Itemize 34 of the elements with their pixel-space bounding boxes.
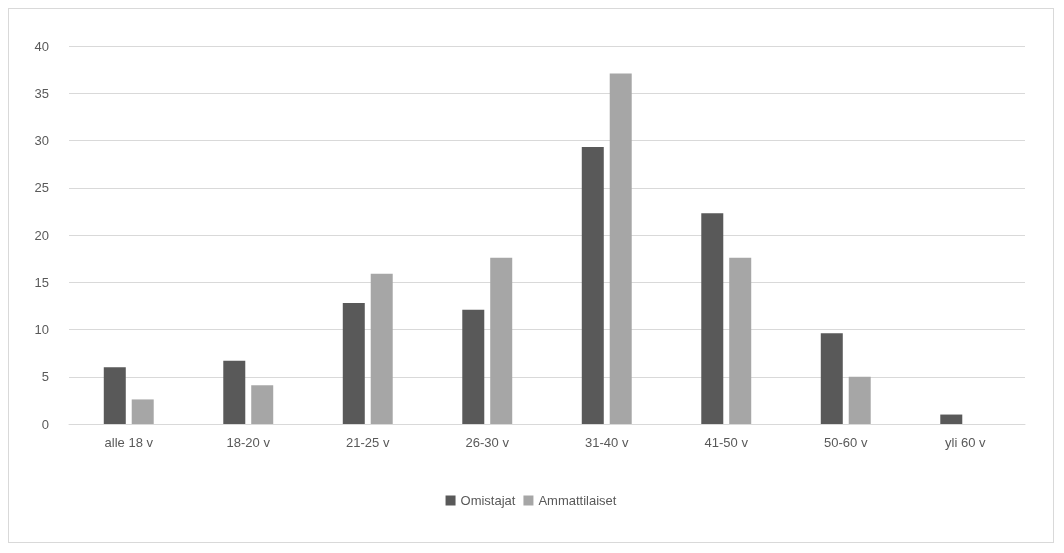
bar	[103, 367, 126, 424]
bar	[940, 414, 963, 424]
legend-label: Ammattilaiset	[538, 493, 617, 508]
y-tick-label: 0	[41, 416, 49, 432]
x-tick-label: 26-30 v	[465, 435, 510, 450]
bar	[251, 385, 274, 424]
y-tick-label: 20	[34, 227, 49, 243]
x-tick-label: 31-40 v	[585, 435, 629, 450]
bar	[342, 303, 365, 424]
y-tick-label: 15	[34, 274, 49, 290]
x-tick-label: 50-60 v	[824, 435, 868, 450]
x-tick-label: 41-50 v	[704, 435, 749, 450]
y-tick-label: 40	[34, 38, 49, 54]
y-tick-label: 25	[34, 180, 49, 196]
y-tick-label: 30	[34, 133, 49, 148]
bar	[370, 273, 393, 424]
bar	[701, 213, 724, 424]
y-tick-label: 5	[41, 369, 49, 385]
y-tick-label: 35	[34, 85, 49, 101]
x-tick-label: yli 60 v	[945, 435, 986, 450]
bar	[581, 147, 604, 424]
bar	[820, 333, 843, 424]
bar	[609, 73, 632, 424]
bar	[462, 309, 485, 424]
x-tick-label: alle 18 v	[104, 435, 154, 450]
x-tick-label: 21-25 v	[346, 435, 390, 450]
bar	[131, 399, 154, 424]
bar	[223, 360, 246, 424]
y-tick-label: 10	[34, 322, 49, 337]
legend-label: Omistajat	[460, 493, 516, 508]
bar	[490, 257, 513, 424]
bar	[848, 376, 871, 424]
x-tick-label: 18-20 v	[226, 435, 271, 450]
bar	[729, 257, 752, 424]
